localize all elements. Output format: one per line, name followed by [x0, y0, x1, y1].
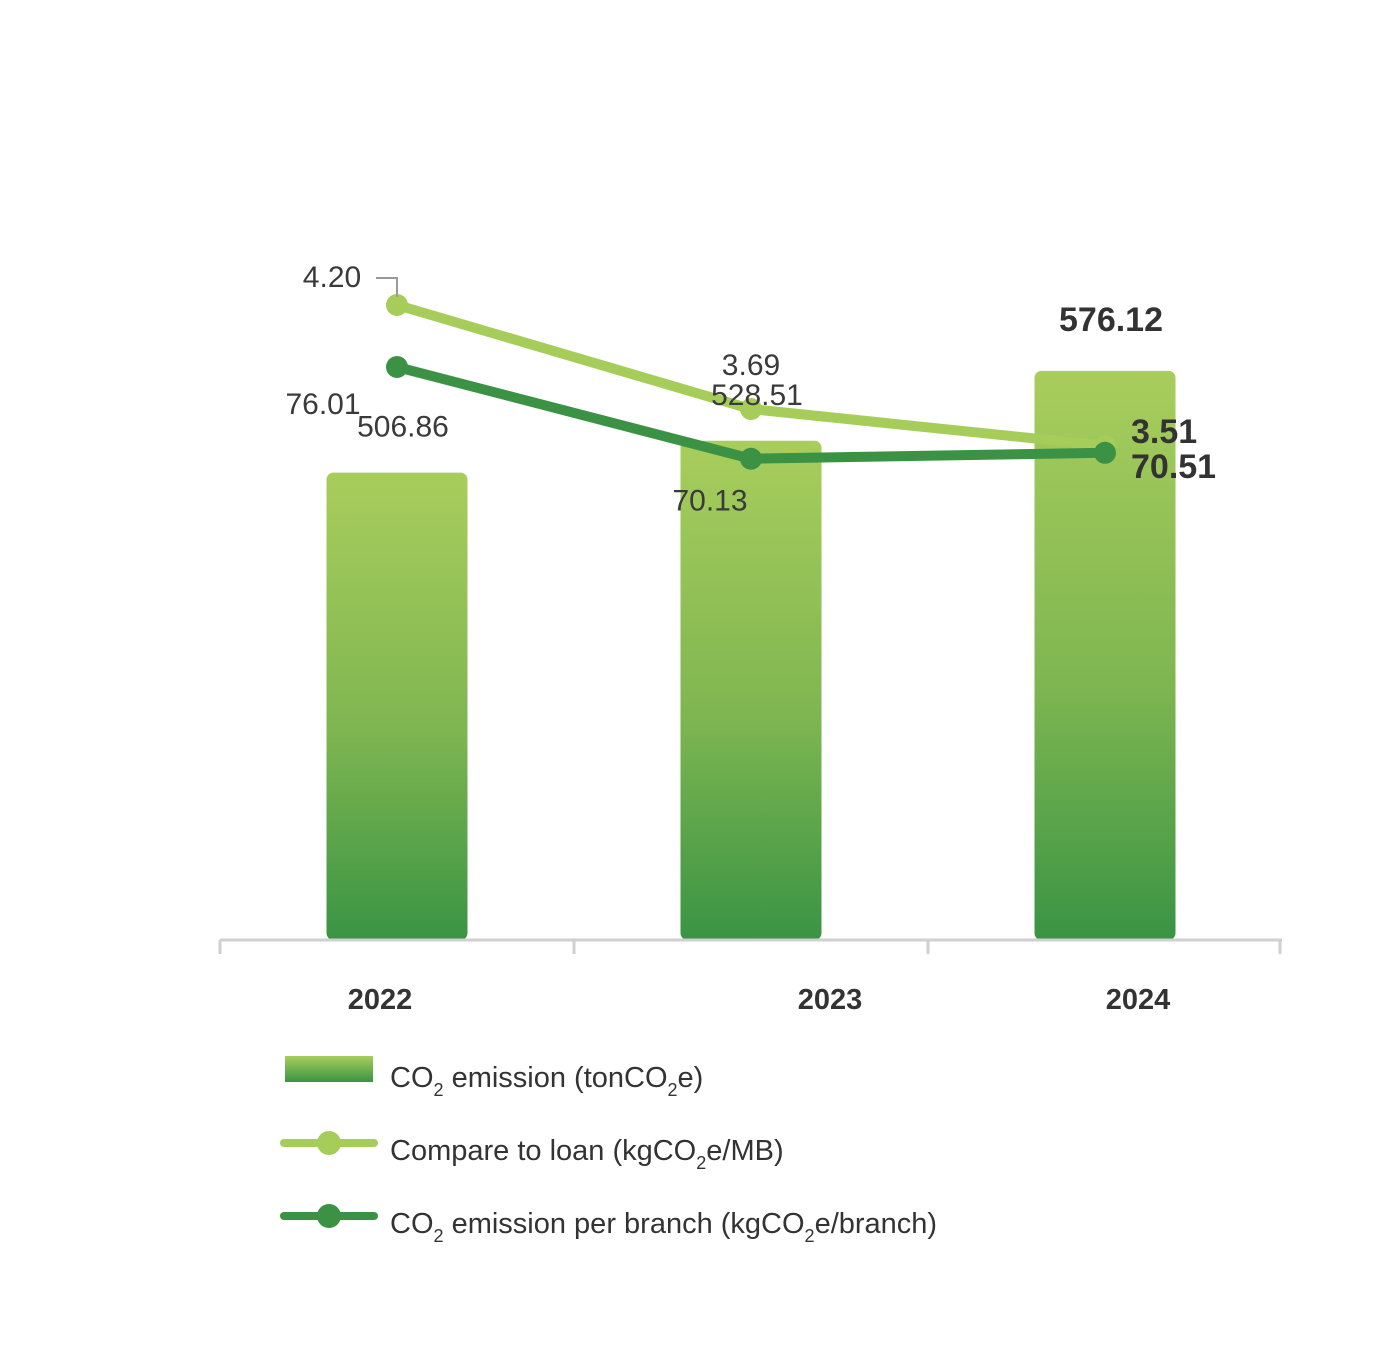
co2-per-branch-point-2023: [740, 447, 762, 470]
co2-per-branch-point-2022: [386, 356, 408, 378]
compare-to-loan-label-2024: 3.51: [1131, 413, 1197, 451]
legend-label-co2-per-branch: CO2 emission per branch (kgCO2e/branch): [390, 1208, 938, 1246]
bar-value-label-2022: 506.86: [357, 411, 449, 444]
x-tick-label-2023: 2023: [798, 984, 863, 1016]
compare-to-loan-point-2023: [740, 398, 762, 421]
lines-layer: [376, 277, 1116, 470]
bar-2022: [326, 472, 468, 940]
legend-label-co2-emission: CO2 emission (tonCO2e): [390, 1062, 704, 1100]
legend-swatch-light-dot: [317, 1131, 341, 1155]
bars-layer: [326, 370, 1176, 940]
legend-label-compare-to-loan: Compare to loan (kgCO2e/MB): [390, 1135, 784, 1173]
legend-swatch-bar: [285, 1056, 373, 1082]
x-tick-label-2024: 2024: [1106, 984, 1171, 1016]
compare-to-loan-label-2023: 3.69: [722, 349, 780, 382]
leader-line: [376, 277, 398, 297]
bar-value-label-2023: 528.51: [711, 379, 803, 412]
bar-2024: [1034, 370, 1176, 940]
compare-to-loan-point-2022: [386, 294, 408, 316]
bar-2023: [680, 440, 822, 940]
bar-value-label-2024: 576.12: [1059, 301, 1163, 339]
co2-per-branch-label-2022: 76.01: [285, 388, 360, 421]
x-axis: 2022 2023 2024: [218, 938, 1282, 1016]
compare-to-loan-label-2022: 4.20: [303, 261, 361, 294]
x-tick-label-2022: 2022: [348, 984, 413, 1016]
labels-layer: 506.86 528.51 576.12 4.20 3.69 3.51 76.01 70.13…: [285, 261, 1216, 518]
co2-per-branch-label-2024: 70.51: [1131, 448, 1216, 486]
legend-swatch-dark-dot: [317, 1204, 341, 1228]
co2-per-branch-label-2023: 70.13: [672, 485, 747, 518]
co2-per-branch-point-2024: [1094, 441, 1116, 464]
